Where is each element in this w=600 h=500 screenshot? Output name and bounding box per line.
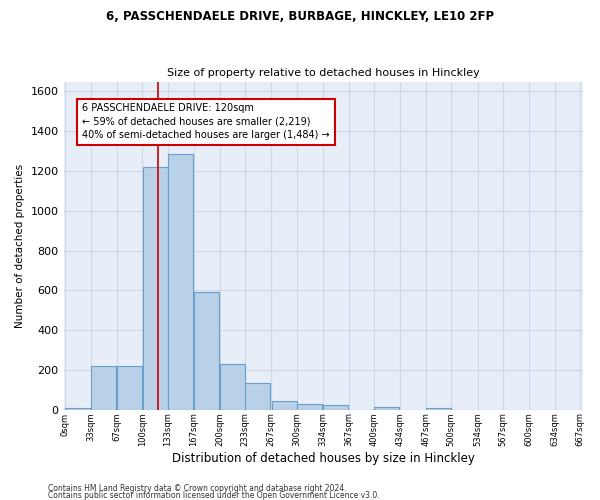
X-axis label: Distribution of detached houses by size in Hinckley: Distribution of detached houses by size … bbox=[172, 452, 475, 465]
Title: Size of property relative to detached houses in Hinckley: Size of property relative to detached ho… bbox=[167, 68, 479, 78]
Bar bbox=[297, 404, 322, 409]
Text: 6 PASSCHENDAELE DRIVE: 120sqm
← 59% of detached houses are smaller (2,219)
40% o: 6 PASSCHENDAELE DRIVE: 120sqm ← 59% of d… bbox=[82, 104, 330, 140]
Text: Contains public sector information licensed under the Open Government Licence v3: Contains public sector information licen… bbox=[48, 490, 380, 500]
Bar bbox=[65, 408, 91, 410]
Y-axis label: Number of detached properties: Number of detached properties bbox=[15, 164, 25, 328]
Bar bbox=[220, 364, 245, 410]
Text: Contains HM Land Registry data © Crown copyright and database right 2024.: Contains HM Land Registry data © Crown c… bbox=[48, 484, 347, 493]
Bar bbox=[374, 406, 400, 410]
Bar bbox=[143, 167, 167, 410]
Bar bbox=[117, 366, 142, 410]
Bar bbox=[91, 366, 116, 410]
Bar bbox=[168, 154, 193, 409]
Bar bbox=[272, 400, 296, 409]
Text: 6, PASSCHENDAELE DRIVE, BURBAGE, HINCKLEY, LE10 2FP: 6, PASSCHENDAELE DRIVE, BURBAGE, HINCKLE… bbox=[106, 10, 494, 23]
Bar bbox=[194, 292, 220, 410]
Bar bbox=[323, 404, 349, 409]
Bar bbox=[426, 408, 451, 410]
Bar bbox=[245, 383, 271, 409]
